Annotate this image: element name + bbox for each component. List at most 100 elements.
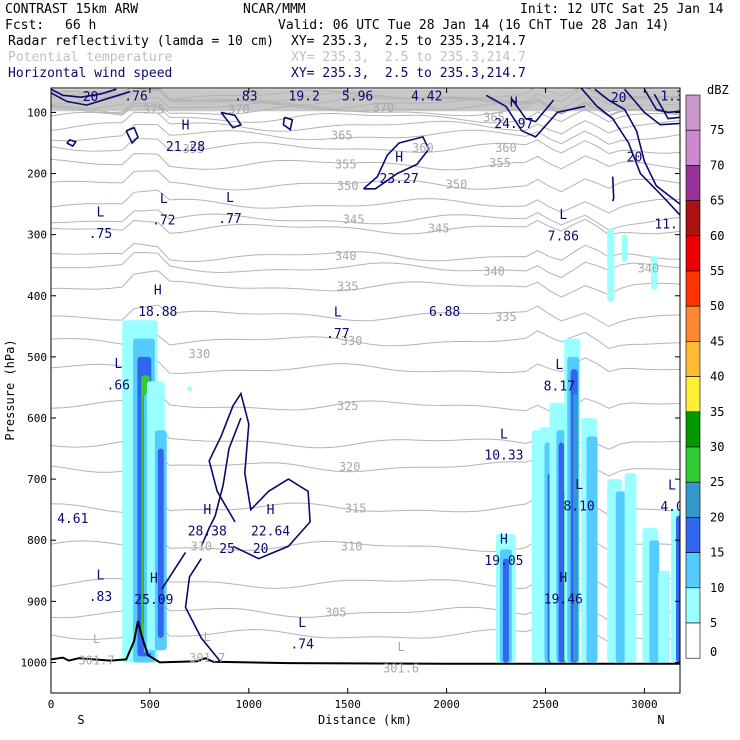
wind-speed-label: 20: [83, 90, 99, 105]
wind-speed-contour: [200, 417, 242, 547]
wind-speed-contour: [282, 116, 294, 131]
wind-speed-label: H: [559, 571, 567, 586]
wind-speed-contour: [611, 176, 615, 202]
axes: 0 500 1000 1500 2000 2500 3000 100 200 300 400 500 6…: [21, 88, 680, 711]
wind-speed-label: H: [267, 503, 275, 518]
wind-speed-label: L: [298, 616, 306, 631]
reflectivity-cell: [157, 448, 164, 638]
y-tick-label: 300: [27, 229, 47, 242]
theta-label: 375: [143, 102, 165, 116]
theta-contour: [51, 270, 680, 298]
wind-speed-label: 25.09: [134, 593, 173, 608]
theta-extremum-label: 301.6: [383, 662, 419, 676]
x-tick-label: 1000: [236, 698, 263, 711]
forecast-hours: 66 h: [65, 18, 97, 33]
theta-label: 370: [228, 102, 250, 116]
wind-speed-label: 6.88: [429, 305, 460, 320]
theta-extremum-label: 301.7: [189, 651, 225, 665]
y-tick-label: 400: [27, 290, 47, 303]
colorbar-label: 60: [710, 229, 724, 243]
wind-speed-label: 20: [627, 150, 643, 165]
field-1-xy: XY= 235.3, 2.5 to 235.3,214.7: [291, 34, 526, 49]
x-tick-label: 2500: [532, 698, 559, 711]
wind-speed-label: .74: [290, 638, 314, 653]
wind-speed-label: 23.27: [380, 172, 419, 187]
wind-speed-label: 25: [219, 542, 235, 557]
field-1-name: Radar reflectivity (lamda = 10 cm): [8, 34, 275, 49]
theta-label: 355: [335, 157, 357, 171]
wind-speed-label: L: [160, 192, 168, 207]
wind-speed-contour: [580, 88, 680, 216]
wind-speed-label: 19.05: [484, 554, 523, 569]
colorbar-unit: dBZ: [707, 83, 729, 97]
wind-speed-contour: [220, 111, 243, 129]
y-tick-label: 500: [27, 351, 47, 364]
wind-speed-label: L: [668, 479, 676, 494]
theta-label: 315: [345, 501, 367, 515]
colorbar-swatch: [685, 94, 701, 131]
wind-speed-contour: [653, 93, 680, 120]
reflectivity-cell: [586, 436, 598, 663]
theta-label: 340: [483, 264, 505, 278]
reflectivity-cell: [615, 491, 626, 663]
wind-speed-label: .77: [218, 212, 241, 227]
wind-speed-label: 11.: [654, 218, 677, 233]
reflectivity-shading: [122, 228, 680, 663]
colorbar: 0 5 10 15 20 25 30 35 40 45 50 55 60 65 70 75: [685, 94, 724, 659]
theta-label: 305: [325, 605, 347, 619]
theta-label: 310: [190, 539, 212, 553]
field-3-name: Horizontal wind speed: [8, 66, 173, 81]
wind-speed-label: L: [500, 427, 508, 442]
theta-contour: [51, 251, 680, 279]
reflectivity-cell: [573, 393, 578, 663]
colorbar-swatch: [685, 200, 701, 237]
wind-speed-label: 8.17: [544, 380, 575, 395]
colorbar-label: 50: [710, 299, 724, 313]
theta-contour: [51, 138, 680, 155]
wind-speed-contour: [125, 126, 139, 145]
wind-speed-label: 4.0: [660, 500, 683, 515]
colorbar-swatch: [685, 481, 701, 518]
theta-label: 330: [189, 347, 211, 361]
theta-contour: [51, 189, 680, 214]
theta-label: 360: [412, 141, 434, 155]
terrain-line: [51, 620, 680, 665]
reflectivity-cell: [649, 540, 660, 663]
theta-contour: [51, 153, 680, 171]
theta-label: 365: [331, 129, 353, 143]
y-tick-label: 1000: [21, 656, 48, 669]
y-tick-label: 700: [27, 473, 47, 486]
x-tick-label: 1500: [334, 698, 361, 711]
wind-speed-contour: [51, 88, 117, 99]
endpoint-right: N: [657, 713, 664, 727]
y-tick-label: 200: [27, 168, 47, 181]
init-time: Init: 12 UTC Sat 25 Jan 14: [520, 2, 724, 17]
reflectivity-cell: [558, 442, 565, 663]
wind-speed-contour: [511, 98, 555, 123]
colorbar-label: 5: [710, 616, 717, 630]
wind-speed-label: L: [97, 205, 105, 220]
wind-speed-label: L: [575, 478, 583, 493]
wind-speed-label: 28.38: [188, 524, 227, 539]
wind-speed-contour: [161, 551, 187, 590]
wind-speed-label: .77: [326, 327, 349, 342]
endpoint-left: S: [77, 713, 84, 727]
wind-speed-contour: [51, 90, 131, 106]
theta-contour: [51, 170, 680, 193]
theta-extremum-label: L: [397, 640, 404, 654]
colorbar-label: 75: [710, 123, 724, 137]
colorbar-swatch: [685, 587, 701, 624]
theta-label: 345: [343, 212, 365, 226]
field-3-xy: XY= 235.3, 2.5 to 235.3,214.7: [291, 66, 526, 81]
theta-label: 325: [337, 399, 359, 413]
wind-speed-label: 5.96: [342, 89, 373, 104]
colorbar-swatch: [685, 341, 701, 377]
wind-speed-label: 8.10: [563, 499, 594, 514]
wind-speed-label: H: [510, 95, 518, 110]
wind-speed-label: 24.97: [494, 117, 533, 132]
theta-contour: [51, 242, 680, 263]
wind-speed-contour: [623, 88, 680, 126]
colorbar-label: 70: [710, 158, 724, 172]
colorbar-label: 45: [710, 334, 724, 348]
wind-speed-contour: [594, 88, 680, 205]
